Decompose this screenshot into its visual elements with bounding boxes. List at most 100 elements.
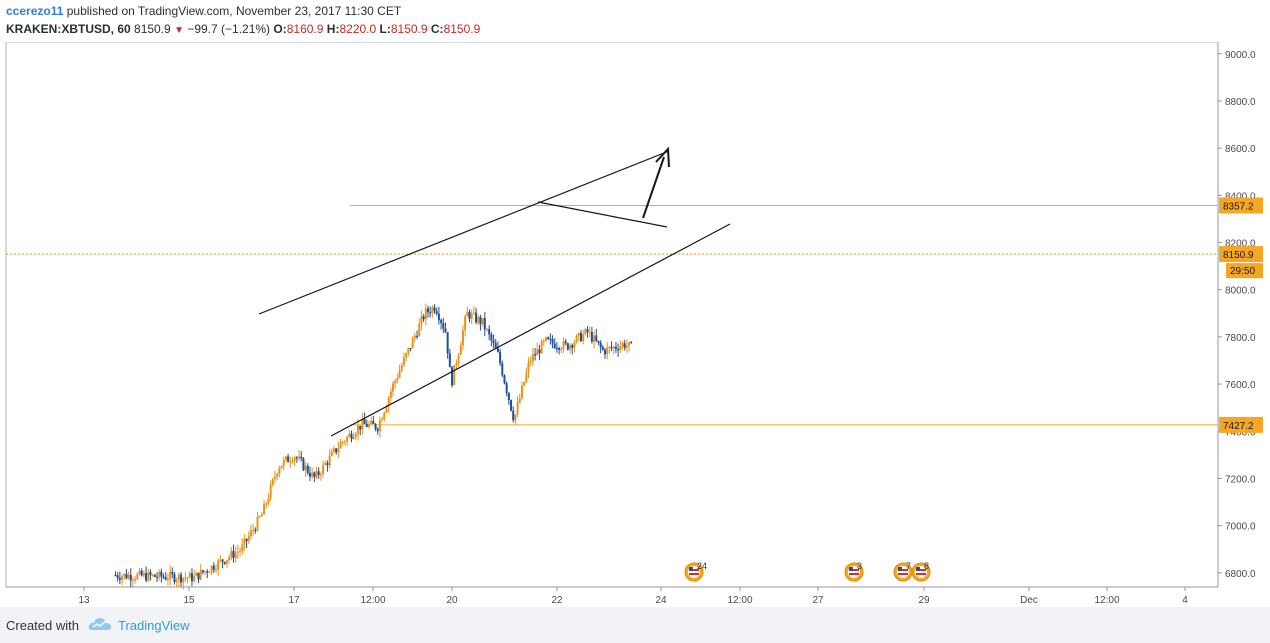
candle-body <box>359 425 362 430</box>
candle-body <box>298 456 301 459</box>
candle-body <box>440 320 443 323</box>
candle-body <box>317 471 320 475</box>
y-tick-label: 8400.0 <box>1225 191 1256 202</box>
x-axis[interactable]: 13 15 17 12:00 20 22 24 12:00 27 29 Dec 12:00 4 <box>78 587 1188 606</box>
candle-body <box>538 349 541 354</box>
candle-body <box>374 423 377 429</box>
down-triangle-icon: ▼ <box>174 25 184 36</box>
author-link[interactable]: ccerezo11 <box>6 4 64 18</box>
candle-body <box>468 311 471 319</box>
us-flag-event-icon[interactable]: 3 <box>844 561 864 582</box>
candle-body <box>536 349 539 356</box>
event-badges[interactable]: 24 3 7 8 <box>684 561 931 582</box>
candle-body <box>169 571 172 580</box>
candle-body <box>490 334 493 341</box>
candle-body <box>606 347 609 355</box>
y-axis[interactable]: 9000.0 8800.0 8600.0 8400.0 8200.0 8000.0 7800… <box>1218 50 1256 580</box>
candle-body <box>566 343 569 350</box>
candle-body <box>402 357 405 366</box>
y-tick-label: 7600.0 <box>1225 380 1256 391</box>
high-value: 8220.0 <box>339 22 377 36</box>
candle-body <box>573 342 576 348</box>
candle-body <box>153 574 156 577</box>
change-value: −99.7 (−1.21%) <box>187 22 271 36</box>
candle-body <box>206 571 209 573</box>
chart-header: ccerezo11 published on TradingView.com, … <box>0 0 1270 42</box>
x-tick-label: 12:00 <box>727 595 752 606</box>
candle-body <box>180 574 183 583</box>
candle-body <box>354 434 357 437</box>
candle-body <box>389 391 392 399</box>
candle-body <box>313 472 316 478</box>
us-flag-event-icon[interactable]: 24 <box>684 561 707 582</box>
trend-drawings[interactable] <box>258 146 731 437</box>
candle-body <box>459 345 462 355</box>
candle-body <box>593 335 596 342</box>
candle-body <box>534 354 537 356</box>
us-flag-event-icon[interactable]: 8 <box>911 561 931 582</box>
symbol-label: KRAKEN:XBTUSD, 60 <box>6 22 131 36</box>
descending-trendline[interactable] <box>537 201 668 228</box>
candle-body <box>621 343 624 347</box>
candle-body <box>475 312 478 323</box>
candle-body <box>311 472 314 477</box>
event-count-label: 8 <box>924 561 929 571</box>
candle-body <box>212 565 215 570</box>
candle-body <box>219 559 222 561</box>
candle-body <box>330 451 333 456</box>
publish-info: published on TradingView.com, November 2… <box>66 4 402 18</box>
us-flag-event-icon[interactable]: 7 <box>893 561 913 582</box>
candle-body <box>472 312 475 314</box>
candle-body <box>470 313 473 319</box>
candle-body <box>392 383 395 392</box>
plot-border <box>5 42 1219 588</box>
candle-body <box>151 574 154 576</box>
candle-body <box>453 365 456 386</box>
chart-area[interactable]: 9000.0 8800.0 8600.0 8400.0 8200.0 8000.0 7800… <box>0 42 1270 607</box>
candle-body <box>147 572 150 581</box>
candle-body <box>520 385 523 399</box>
candle-body <box>188 573 191 578</box>
candle-body <box>455 363 458 366</box>
candle-body <box>184 577 187 579</box>
candle-body <box>326 463 329 466</box>
candle-body <box>199 570 202 580</box>
breakout-arrow[interactable] <box>642 156 665 219</box>
price-chart[interactable]: 9000.0 8800.0 8600.0 8400.0 8200.0 8000.0 7800… <box>0 42 1270 607</box>
candle-body <box>197 572 200 580</box>
event-count-label: 24 <box>697 561 707 571</box>
candle-body <box>223 562 226 564</box>
candle-body <box>357 425 360 435</box>
candle-body <box>448 353 451 368</box>
candle-body <box>553 343 556 348</box>
candle-body <box>540 341 543 354</box>
candle-body <box>604 349 607 355</box>
candle-body <box>383 412 386 420</box>
lower-trendline[interactable] <box>330 223 731 437</box>
candle-body <box>337 448 340 453</box>
candle-body <box>422 316 425 320</box>
candle-body <box>623 343 626 348</box>
candle-body <box>282 459 285 466</box>
y-tick-label: 7000.0 <box>1225 522 1256 533</box>
candle-body <box>186 577 189 579</box>
candle-body <box>346 436 349 442</box>
candle-body <box>376 428 379 432</box>
price-label-tag <box>1219 416 1263 433</box>
candle-body <box>121 576 124 580</box>
candle-body <box>333 448 336 452</box>
event-count-label: 7 <box>906 561 911 571</box>
candle-body <box>558 348 561 350</box>
candle-body <box>145 573 148 581</box>
candle-body <box>260 514 263 517</box>
upper-trendline[interactable] <box>258 150 670 315</box>
close-value: 8150.9 <box>443 22 481 36</box>
candle-body <box>249 530 252 537</box>
candle-body <box>378 420 381 432</box>
candle-body <box>287 456 290 463</box>
candle-body <box>542 340 545 342</box>
candle-body <box>525 372 528 382</box>
x-tick-label: 17 <box>288 595 300 606</box>
tradingview-link[interactable]: TradingView <box>118 618 190 633</box>
candle-body <box>258 516 261 518</box>
